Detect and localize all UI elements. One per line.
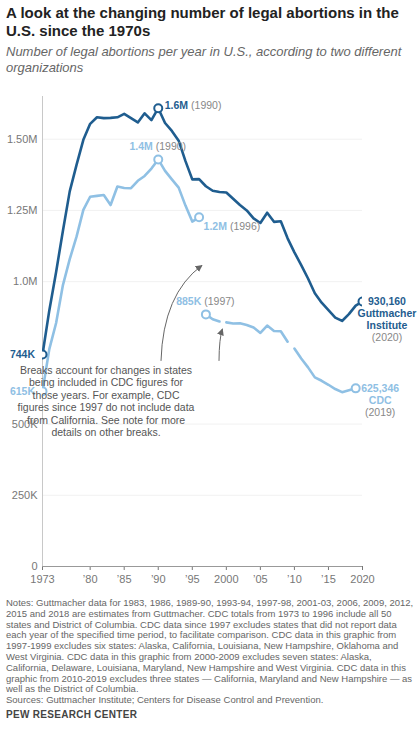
svg-text:1.4M(1990): 1.4M(1990) [129, 140, 186, 152]
svg-text:’95: ’95 [185, 573, 200, 585]
svg-text:500K: 500K [11, 417, 38, 430]
svg-text:Guttmacher: Guttmacher [358, 307, 417, 319]
html-text:PEW RESEARCH CENTER: PEW RESEARCH CENTER [6, 709, 138, 720]
html-text:Number of legal abortions per: Number of legal abortions per year in U.… [6, 44, 402, 75]
svg-text:250K: 250K [12, 489, 38, 501]
svg-text:615K: 615K [9, 384, 35, 397]
html-text:Notes: Guttmacher data for 198: Notes: Guttmacher data for 1983, 1986, 1… [6, 597, 414, 695]
svg-text:625,346: 625,346 [361, 382, 399, 394]
html-text:Sources: Guttmacher Institute;: Sources: Guttmacher Institute; Centers f… [6, 694, 324, 706]
svg-text:’10: ’10 [287, 573, 302, 585]
svg-text:2000: 2000 [214, 573, 238, 585]
svg-text:CDC: CDC [369, 394, 392, 406]
svg-text:(2020): (2020) [372, 331, 402, 343]
svg-text:’15: ’15 [321, 573, 336, 585]
svg-text:Institute: Institute [367, 319, 408, 331]
svg-text:1.25M: 1.25M [7, 204, 38, 216]
svg-text:(2019): (2019) [365, 406, 395, 418]
svg-text:Breaks account for changes in: Breaks account for changes in statesbein… [18, 364, 195, 439]
svg-text:1.2M(1996): 1.2M(1996) [204, 220, 261, 232]
svg-text:’80: ’80 [83, 573, 98, 585]
svg-text:2020: 2020 [350, 573, 374, 585]
svg-text:’05: ’05 [253, 573, 268, 585]
svg-text:’90: ’90 [151, 573, 166, 585]
svg-text:744K: 744K [10, 348, 36, 360]
svg-text:1.6M(1990): 1.6M(1990) [165, 99, 222, 111]
svg-text:1973: 1973 [30, 573, 54, 585]
svg-text:1.0M: 1.0M [13, 275, 37, 287]
html-text:A look at the changing number: A look at the changing number of legal a… [6, 4, 399, 39]
svg-text:885K(1997): 885K(1997) [176, 295, 234, 307]
svg-text:1.50M: 1.50M [7, 133, 38, 145]
svg-text:930,160: 930,160 [368, 295, 406, 307]
svg-text:0: 0 [31, 560, 37, 572]
svg-text:’85: ’85 [117, 573, 132, 585]
